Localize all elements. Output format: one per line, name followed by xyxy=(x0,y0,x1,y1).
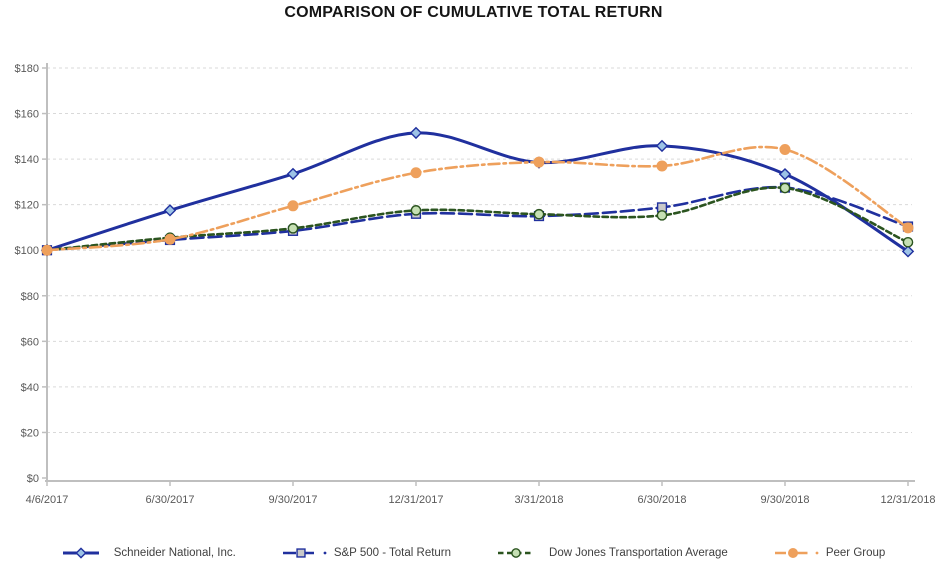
legend-label: Peer Group xyxy=(825,547,886,559)
y-tick-label: $160 xyxy=(15,109,39,121)
marker-circle xyxy=(511,548,521,558)
series-line-peer-group xyxy=(45,145,910,252)
legend-swatch-dow-jones-transportation-average-icon xyxy=(498,548,535,558)
marker-diamond xyxy=(409,126,423,140)
legend-dot xyxy=(815,551,819,555)
y-tick-label: $100 xyxy=(15,245,39,257)
x-tick-label: 6/30/2017 xyxy=(146,494,195,506)
marker-circle xyxy=(533,208,545,220)
x-tick-label: 9/30/2017 xyxy=(269,494,318,506)
series-line-s-p-500-total-return xyxy=(45,185,910,252)
marker-diamond xyxy=(901,245,915,258)
marker-circle xyxy=(656,210,668,221)
marker-circle xyxy=(410,205,422,216)
x-tick-label: 4/6/2017 xyxy=(26,494,69,506)
y-tick-label: $60 xyxy=(21,336,39,348)
marker-circle xyxy=(287,223,299,234)
series-peer-group xyxy=(41,144,914,256)
marker-circle-solid xyxy=(41,244,53,256)
y-tick-label: $0 xyxy=(27,473,39,485)
y-tick-label: $120 xyxy=(15,200,39,212)
legend-label: S&P 500 - Total Return xyxy=(333,547,452,559)
legend-dot xyxy=(323,551,327,555)
marker-diamond xyxy=(655,139,669,153)
marker-diamond xyxy=(75,547,87,559)
y-tick-label: $180 xyxy=(15,63,39,75)
cumulative-return-chart: $0 $20 $40 $60 $80 $100 $120 $140 $160 $180 4/6/20… xyxy=(15,63,936,506)
legend-swatch-schneider-national-inc-icon xyxy=(62,547,99,559)
marker-circle-solid xyxy=(779,144,791,156)
series-s-p-500-total-return xyxy=(41,182,914,256)
y-tick-label: $40 xyxy=(21,382,39,394)
x-tick-label: 6/30/2018 xyxy=(638,494,687,506)
marker-diamond xyxy=(286,167,300,181)
legend-label: Schneider National, Inc. xyxy=(113,547,236,559)
x-tick-label: 3/31/2018 xyxy=(515,494,564,506)
legend-item-dow-jones-transportation-average: Dow Jones Transportation Average xyxy=(497,546,728,560)
marker-circle-solid xyxy=(902,222,914,234)
marker-circle-solid xyxy=(287,200,299,212)
marker-circle xyxy=(902,236,914,248)
x-tick-label: 12/31/2017 xyxy=(388,494,443,506)
legend-item-s-p-500-total-return: S&P 500 - Total Return xyxy=(282,546,451,560)
y-tick-label: $80 xyxy=(21,291,39,303)
marker-circle-solid xyxy=(656,160,668,172)
legend-swatch-peer-group-icon xyxy=(774,548,819,558)
marker-circle-solid xyxy=(533,156,545,168)
marker-square xyxy=(296,548,306,558)
legend-item-schneider-national-inc: Schneider National, Inc. xyxy=(62,546,236,560)
x-tick-label: 12/31/2018 xyxy=(880,494,935,506)
y-tick-label: $140 xyxy=(15,154,39,166)
y-tick-label: $20 xyxy=(21,427,39,439)
marker-circle-solid xyxy=(410,167,422,179)
x-tick-label: 9/30/2018 xyxy=(761,494,810,506)
chart-legend: Schneider National, Inc. S&P 500 - Total … xyxy=(0,541,947,565)
legend-label: Dow Jones Transportation Average xyxy=(549,547,728,559)
chart-title: COMPARISON OF CUMULATIVE TOTAL RETURN xyxy=(284,4,663,21)
series-line-schneider-national-inc xyxy=(45,131,910,253)
marker-diamond xyxy=(163,204,177,217)
legend-swatch-s-p-500-total-return-icon xyxy=(282,548,327,558)
marker-circle-solid xyxy=(787,548,798,558)
legend-item-peer-group: Peer Group xyxy=(774,546,885,560)
marker-circle xyxy=(779,182,791,194)
marker-circle-solid xyxy=(164,233,176,245)
marker-diamond xyxy=(778,167,792,181)
